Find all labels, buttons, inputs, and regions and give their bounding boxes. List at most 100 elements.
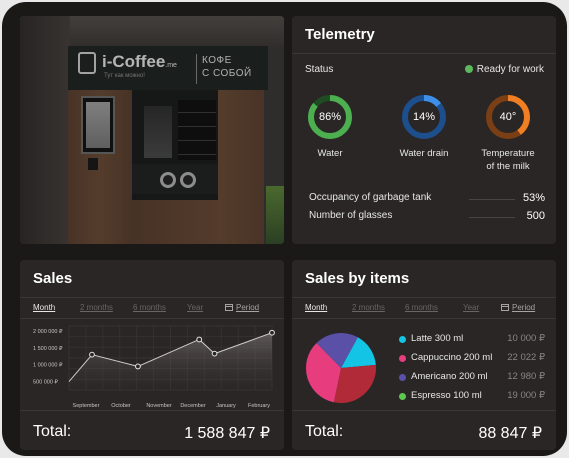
tab-month[interactable]: Month	[305, 303, 328, 312]
tab-2-months[interactable]: 2 months	[352, 303, 385, 312]
metric-value: 53%	[522, 192, 545, 204]
pie-slice-espresso[interactable]	[333, 364, 376, 403]
period-label: Period	[512, 303, 536, 312]
items-total-value: 88 847 ₽	[478, 425, 542, 442]
sales-point[interactable]	[269, 329, 275, 336]
y-tick-label: 1 500 000 ₽	[33, 345, 63, 352]
sales-line	[68, 332, 273, 382]
pie-slice-cappuccino[interactable]	[306, 342, 341, 403]
cup-shelf	[178, 100, 216, 160]
brand-sign: КОФЕ С СОБОЙ	[202, 54, 252, 80]
tab-period[interactable]: Period	[225, 303, 259, 312]
water-gauge-arc	[308, 95, 352, 139]
water-drain-gauge-arc	[402, 95, 446, 139]
calendar-icon	[501, 304, 509, 311]
telemetry-card: Telemetry Status Ready for work 86% Wate…	[292, 16, 556, 244]
divider	[292, 53, 556, 54]
machine-header	[68, 46, 268, 90]
legend-name: Espresso 100 ml	[411, 390, 482, 401]
legend-item-espresso: Espresso 100 ml 19 000 ₽	[399, 390, 545, 404]
divider	[292, 297, 556, 298]
machine-right-panel	[218, 90, 264, 244]
sales-point[interactable]	[211, 350, 218, 357]
water-drain-value: 14%	[412, 111, 436, 123]
metric-label: Occupancy of garbage tank	[309, 192, 432, 203]
status-dot-icon	[464, 65, 473, 73]
milk-temperature-gauge	[486, 95, 530, 139]
status-value: Ready for work	[464, 64, 544, 75]
legend-dot-icon	[399, 393, 406, 400]
legend-item-latte: Latte 300 ml 10 000 ₽	[399, 333, 545, 347]
tab-period[interactable]: Period	[501, 303, 535, 312]
x-tick-label: January	[216, 403, 236, 409]
milk-temperature-gauge-arc	[486, 95, 530, 139]
brand-logo: i-Coffee.me	[102, 52, 177, 72]
milk-label-line-2: of the milk	[486, 161, 530, 172]
water-value: 86%	[318, 111, 342, 123]
sales-range-tabs: Month 2 months 6 months Year Period	[33, 303, 273, 315]
sales-point[interactable]	[135, 363, 141, 370]
legend-dot-icon	[399, 374, 406, 381]
x-tick-label: December	[180, 403, 206, 409]
sales-card: Sales Month 2 months 6 months Year Perio…	[20, 260, 284, 450]
tab-6-months[interactable]: 6 months	[133, 303, 166, 312]
brand-tagline: Тут как можно!	[104, 73, 145, 79]
x-tick-label: October	[111, 403, 131, 409]
legend-amount: 12 980 ₽	[507, 371, 545, 382]
brand-name: i-Coffee	[102, 52, 166, 71]
coffee-unit	[144, 106, 172, 158]
vending-machine-photo: i-Coffee.me Тут как можно! КОФЕ С СОБОЙ	[20, 16, 284, 244]
pie-slice-americano[interactable]	[316, 333, 358, 368]
knob-icon	[180, 172, 196, 188]
legend-item-cappuccino: Cappuccino 200 ml 22 022 ₽	[399, 352, 545, 366]
water-drain-label: Water drain	[399, 148, 449, 159]
legend-amount: 22 022 ₽	[507, 352, 545, 363]
card-reader	[88, 158, 98, 170]
sales-point[interactable]	[196, 336, 203, 343]
brand-logo-icon	[78, 52, 96, 74]
status-label: Status	[305, 64, 334, 75]
tab-year[interactable]: Year	[463, 303, 480, 312]
sales-area-chart: 2 000 000 ₽ 1 500 000 ₽ 1 000 000 ₽ 500 000…	[33, 325, 275, 409]
photo-wall	[20, 16, 70, 244]
tab-month[interactable]: Month	[33, 303, 56, 312]
metric-value: 500	[526, 210, 545, 222]
tab-6-months[interactable]: 6 months	[405, 303, 438, 312]
machine-bottom-panel	[132, 200, 218, 244]
legend-amount: 19 000 ₽	[507, 390, 545, 401]
x-tick-label: November	[146, 403, 172, 409]
legend-dot-icon	[399, 355, 406, 362]
photo-dim-overlay	[20, 16, 284, 244]
metric-leader-line	[469, 217, 515, 218]
tab-2-months[interactable]: 2 months	[80, 303, 113, 312]
machine-screen	[81, 96, 115, 154]
sales-point[interactable]	[89, 351, 95, 358]
divider	[20, 318, 284, 319]
y-tick-label: 1 000 000 ₽	[33, 362, 63, 369]
sales-by-items-card: Sales by items Month 2 months 6 months Y…	[292, 260, 556, 450]
divider	[20, 297, 284, 298]
divider	[20, 410, 284, 411]
divider	[292, 410, 556, 411]
tab-year[interactable]: Year	[187, 303, 204, 312]
water-drain-gauge	[402, 95, 446, 139]
legend-name: Americano 200 ml	[411, 371, 488, 382]
metric-leader-line	[469, 199, 515, 200]
legend-name: Cappuccino 200 ml	[411, 352, 493, 363]
pie-slice-latte[interactable]	[341, 337, 376, 368]
metric-glasses: Number of glasses 500	[309, 210, 545, 224]
telemetry-title: Telemetry	[305, 26, 375, 43]
sign-line-2: С СОБОЙ	[202, 68, 252, 79]
milk-temperature-value: 40°	[499, 111, 517, 123]
brand-tld: .me	[165, 62, 177, 69]
legend-dot-icon	[399, 336, 406, 343]
y-tick-label: 2 000 000 ₽	[33, 328, 63, 335]
plant	[266, 186, 284, 244]
water-gauge	[308, 95, 352, 139]
legend-name: Latte 300 ml	[411, 333, 464, 344]
items-total-label: Total:	[305, 423, 344, 440]
milk-temperature-label: Temperature of the milk	[468, 147, 548, 173]
divider	[292, 318, 556, 319]
metric-label: Number of glasses	[309, 210, 393, 221]
sign-line-1: КОФЕ	[202, 55, 232, 66]
